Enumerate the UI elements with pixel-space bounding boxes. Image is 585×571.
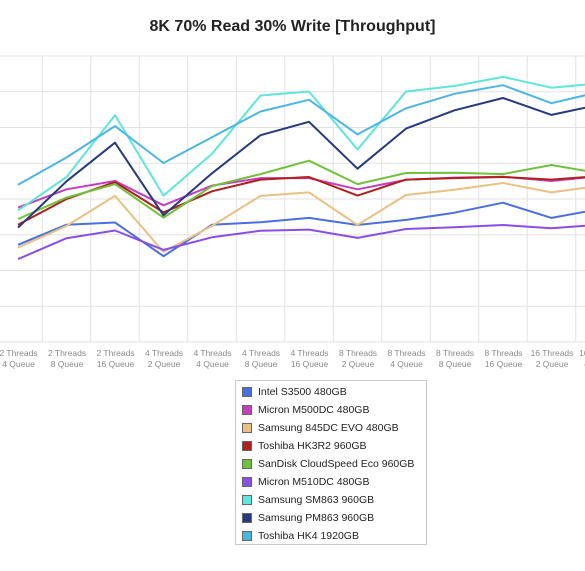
series-line-0 bbox=[17, 201, 585, 258]
legend-label: Samsung 845DC EVO 480GB bbox=[258, 422, 399, 434]
legend-swatch bbox=[242, 441, 252, 451]
legend-swatch bbox=[242, 495, 252, 505]
legend-item: Micron M510DC 480GB bbox=[242, 473, 426, 491]
series-lines bbox=[17, 75, 585, 261]
legend-label: Samsung SM863 960GB bbox=[258, 494, 375, 506]
line-chart: 2 Threads 4 Queue 2 Threads 8 Queue 2 Thread… bbox=[0, 55, 585, 369]
legend-swatch bbox=[242, 423, 252, 433]
x-tick-labels: 2 Threads 4 Queue 2 Threads 8 Queue 2 Thread… bbox=[0, 348, 585, 369]
series-line-4 bbox=[17, 159, 585, 220]
x-tick-label: 8 Threads 8 Queue bbox=[436, 348, 474, 369]
x-tick-label: 16 Threads 2 Queue bbox=[531, 348, 574, 369]
chart-title: 8K 70% Read 30% Write [Throughput] bbox=[149, 18, 436, 35]
legend-item: Samsung PM863 960GB bbox=[242, 509, 426, 527]
x-tick-label: 2 Threads 8 Queue bbox=[48, 348, 86, 369]
legend-label: Micron M500DC 480GB bbox=[258, 404, 370, 416]
x-tick-label: 2 Threads 16 Queue bbox=[96, 348, 134, 369]
legend-swatch bbox=[242, 513, 252, 523]
legend-item: Samsung 845DC EVO 480GB bbox=[242, 419, 426, 437]
legend-swatch bbox=[242, 405, 252, 415]
legend-item: Toshiba HK3R2 960GB bbox=[242, 437, 426, 455]
legend-label: Toshiba HK3R2 960GB bbox=[258, 440, 367, 452]
legend-item: Toshiba HK4 1920GB bbox=[242, 527, 426, 545]
series-line-6 bbox=[17, 75, 585, 212]
x-tick-label: 8 Threads 16 Queue bbox=[484, 348, 522, 369]
legend: Intel S3500 480GB Micron M500DC 480GB Sams… bbox=[235, 380, 427, 545]
legend-swatch bbox=[242, 459, 252, 469]
legend-item: Intel S3500 480GB bbox=[242, 383, 426, 401]
series-line-2 bbox=[17, 182, 585, 253]
x-tick-label: 8 Threads 4 Queue bbox=[387, 348, 425, 369]
series-line-3 bbox=[17, 176, 585, 226]
x-tick-label: 2 Threads 4 Queue bbox=[0, 348, 38, 369]
legend-label: Toshiba HK4 1920GB bbox=[258, 530, 359, 542]
legend-swatch bbox=[242, 387, 252, 397]
legend-label: Micron M510DC 480GB bbox=[258, 476, 370, 488]
legend-item: SanDisk CloudSpeed Eco 960GB bbox=[242, 455, 426, 473]
legend-item: Micron M500DC 480GB bbox=[242, 401, 426, 419]
legend-item: Samsung SM863 960GB bbox=[242, 491, 426, 509]
x-tick-label: 4 Threads 4 Queue bbox=[193, 348, 231, 369]
x-tick-label: 4 Threads 16 Queue bbox=[290, 348, 328, 369]
legend-swatch bbox=[242, 477, 252, 487]
x-tick-label: 4 Threads 2 Queue bbox=[145, 348, 183, 369]
legend-swatch bbox=[242, 531, 252, 541]
series-line-8 bbox=[17, 84, 585, 186]
x-tick-label: 8 Threads 2 Queue bbox=[339, 348, 377, 369]
series-line-5 bbox=[17, 224, 585, 261]
legend-label: SanDisk CloudSpeed Eco 960GB bbox=[258, 458, 415, 470]
x-tick-label: 4 Threads 8 Queue bbox=[242, 348, 280, 369]
legend-label: Samsung PM863 960GB bbox=[258, 512, 375, 524]
legend-label: Intel S3500 480GB bbox=[258, 386, 347, 398]
series-line-7 bbox=[17, 97, 585, 229]
